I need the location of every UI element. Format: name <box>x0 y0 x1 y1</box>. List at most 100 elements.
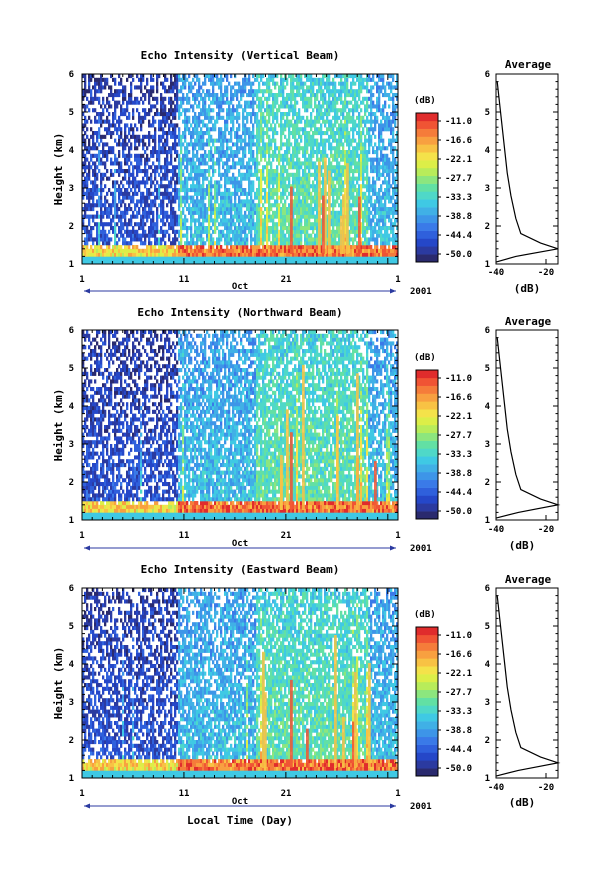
heatmap-cell <box>186 119 189 124</box>
heatmap-cell <box>326 81 329 86</box>
heatmap-cell <box>340 172 343 177</box>
heatmap-cell <box>114 207 117 212</box>
heatmap-cell <box>106 248 109 253</box>
heatmap-cell <box>152 89 155 94</box>
heatmap-cell <box>122 210 125 215</box>
heatmap-cell <box>140 256 143 261</box>
heatmap-cell <box>122 138 125 143</box>
heatmap-cell <box>104 165 107 170</box>
heatmap-cell <box>352 180 355 185</box>
heatmap-cell <box>332 93 335 98</box>
heatmap-cell <box>84 89 87 94</box>
heatmap-cell <box>242 165 245 170</box>
heatmap-cell <box>154 245 157 250</box>
heatmap-cell <box>292 184 295 189</box>
heatmap-cell <box>328 104 331 109</box>
heatmap-cell <box>266 77 269 82</box>
heatmap-cell <box>226 180 229 185</box>
heatmap-cell <box>190 169 193 174</box>
heatmap-cell <box>194 142 197 147</box>
heatmap-cell <box>286 142 289 147</box>
heatmap-cell <box>172 176 175 181</box>
heatmap-cell <box>174 165 177 170</box>
heatmap-cell <box>180 134 183 139</box>
heatmap-cell <box>314 260 317 265</box>
heatmap-cell <box>196 188 199 193</box>
heatmap-cell <box>300 229 303 234</box>
heatmap-cell <box>296 115 299 120</box>
heatmap-cell <box>170 153 173 158</box>
heatmap-cell <box>252 226 255 231</box>
heatmap-cell <box>156 81 159 86</box>
heatmap-cell <box>136 199 139 204</box>
heatmap-cell <box>86 188 89 193</box>
heatmap-cell <box>96 248 99 253</box>
heatmap-cell <box>198 138 201 143</box>
heatmap-cell <box>92 248 95 253</box>
heatmap-cell <box>348 188 351 193</box>
heatmap-cell <box>222 165 225 170</box>
heatmap-cell <box>108 176 111 181</box>
heatmap-cell <box>108 222 111 227</box>
heatmap-cell <box>240 256 243 261</box>
heatmap-cell <box>276 184 279 189</box>
heatmap-cell <box>252 252 255 257</box>
heatmap-cell <box>236 241 239 246</box>
heatmap-cell <box>184 77 187 82</box>
heatmap-cell <box>248 260 251 265</box>
heatmap-cell <box>268 176 271 181</box>
heatmap-cell <box>278 222 281 227</box>
heatmap-cell <box>186 260 189 265</box>
heatmap-cell <box>168 260 171 265</box>
heatmap-cell <box>162 134 165 139</box>
heatmap-cell <box>280 172 283 177</box>
heatmap-cell <box>234 191 237 196</box>
heatmap-cell <box>108 256 111 261</box>
heatmap-cell <box>272 195 275 200</box>
heatmap-cell <box>122 176 125 181</box>
heatmap-cell <box>292 131 295 136</box>
heatmap-cell <box>340 169 343 174</box>
heatmap-cell <box>140 214 143 219</box>
heatmap-cell <box>210 195 213 200</box>
heatmap-cell <box>174 123 177 128</box>
heatmap-cell <box>90 134 93 139</box>
heatmap-cell <box>220 260 223 265</box>
heatmap-cell <box>276 119 279 124</box>
heatmap-cell <box>312 237 315 242</box>
heatmap-cell <box>234 256 237 261</box>
heatmap-cell <box>332 188 335 193</box>
heatmap-cell <box>122 248 125 253</box>
heatmap-cell <box>286 218 289 223</box>
heatmap-cell <box>336 248 339 253</box>
heatmap-cell <box>180 237 183 242</box>
heatmap-cell <box>130 199 133 204</box>
heatmap-cell <box>232 252 235 257</box>
heatmap-cell <box>200 252 203 257</box>
heatmap-cell <box>288 123 291 128</box>
heatmap-cell <box>182 74 185 79</box>
heatmap-cell <box>184 180 187 185</box>
heatmap-cell <box>132 169 135 174</box>
heatmap-cell <box>204 153 207 158</box>
heatmap-cell <box>260 210 263 215</box>
heatmap-cell <box>256 172 259 177</box>
heatmap-cell <box>194 161 197 166</box>
heatmap-cell <box>278 248 281 253</box>
heatmap-cell <box>238 146 241 151</box>
heatmap-cell <box>190 199 193 204</box>
heatmap-cell <box>180 100 183 105</box>
heatmap-cell <box>250 146 253 151</box>
heatmap-cell <box>274 127 277 132</box>
heatmap-cell <box>348 237 351 242</box>
heatmap-cell <box>108 237 111 242</box>
heatmap-cell <box>354 188 357 193</box>
heatmap-cell <box>346 104 349 109</box>
heatmap-cell <box>340 74 343 79</box>
heatmap-cell <box>296 123 299 128</box>
heatmap-cell <box>320 150 323 155</box>
heatmap-cell <box>286 252 289 257</box>
heatmap-cell <box>278 252 281 257</box>
heatmap-cell <box>182 188 185 193</box>
heatmap-cell <box>156 256 159 261</box>
